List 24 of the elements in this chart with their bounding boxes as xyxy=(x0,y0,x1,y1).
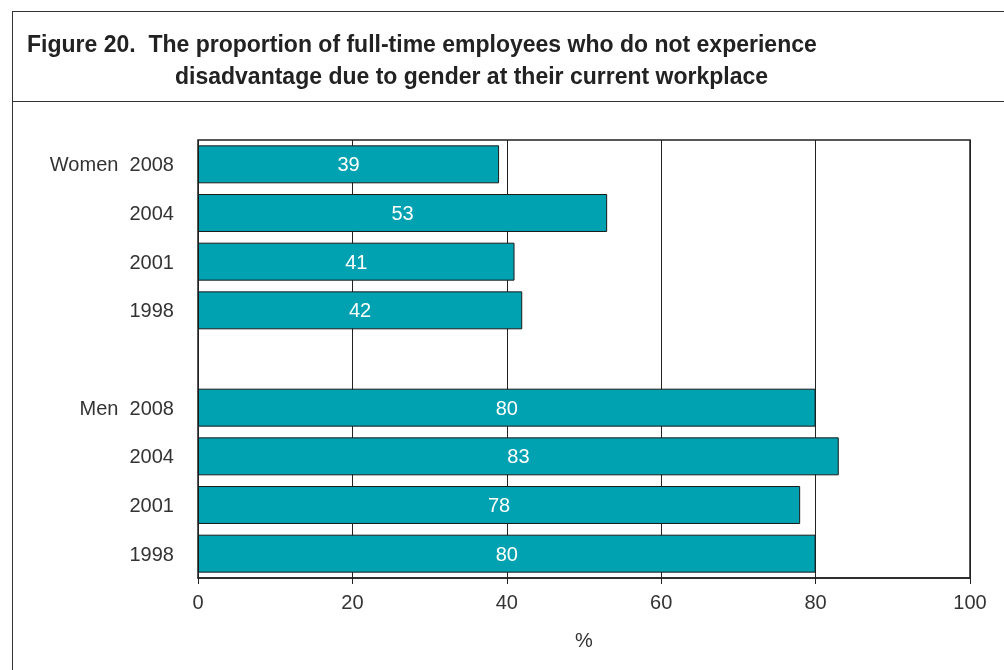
x-tick-label: 0 xyxy=(192,591,204,613)
data-label: 42 xyxy=(348,299,372,322)
x-tick-label: 40 xyxy=(495,591,518,613)
chart-title: Figure 20. The proportion of full-time employees who do not experience disadvantage due to gender at their current workplace xyxy=(27,30,818,91)
data-label: 83 xyxy=(507,445,530,468)
x-tick-label: 20 xyxy=(341,591,364,613)
x-tick-label: 100 xyxy=(953,591,987,613)
x-axis-title: % xyxy=(575,629,594,651)
data-label: 39 xyxy=(337,153,360,176)
y-tick-label: 2004 xyxy=(129,445,174,468)
data-label: 53 xyxy=(391,202,414,224)
data-label: 80 xyxy=(495,396,518,419)
y-tick-label: 2001 xyxy=(129,250,174,273)
data-label: 80 xyxy=(495,542,518,565)
y-tick-label: Women 2008 xyxy=(49,153,174,176)
x-tick-label: 60 xyxy=(650,591,673,613)
y-tick-label: Men 2008 xyxy=(79,396,174,419)
data-label: 78 xyxy=(487,494,511,516)
y-tick-label: 1998 xyxy=(129,542,174,565)
y-tick-label: 1998 xyxy=(129,299,174,322)
y-tick-label: 2004 xyxy=(129,202,174,224)
data-label: 41 xyxy=(345,250,368,273)
x-tick-label: 80 xyxy=(804,591,827,613)
y-tick-label: 2001 xyxy=(129,494,174,516)
